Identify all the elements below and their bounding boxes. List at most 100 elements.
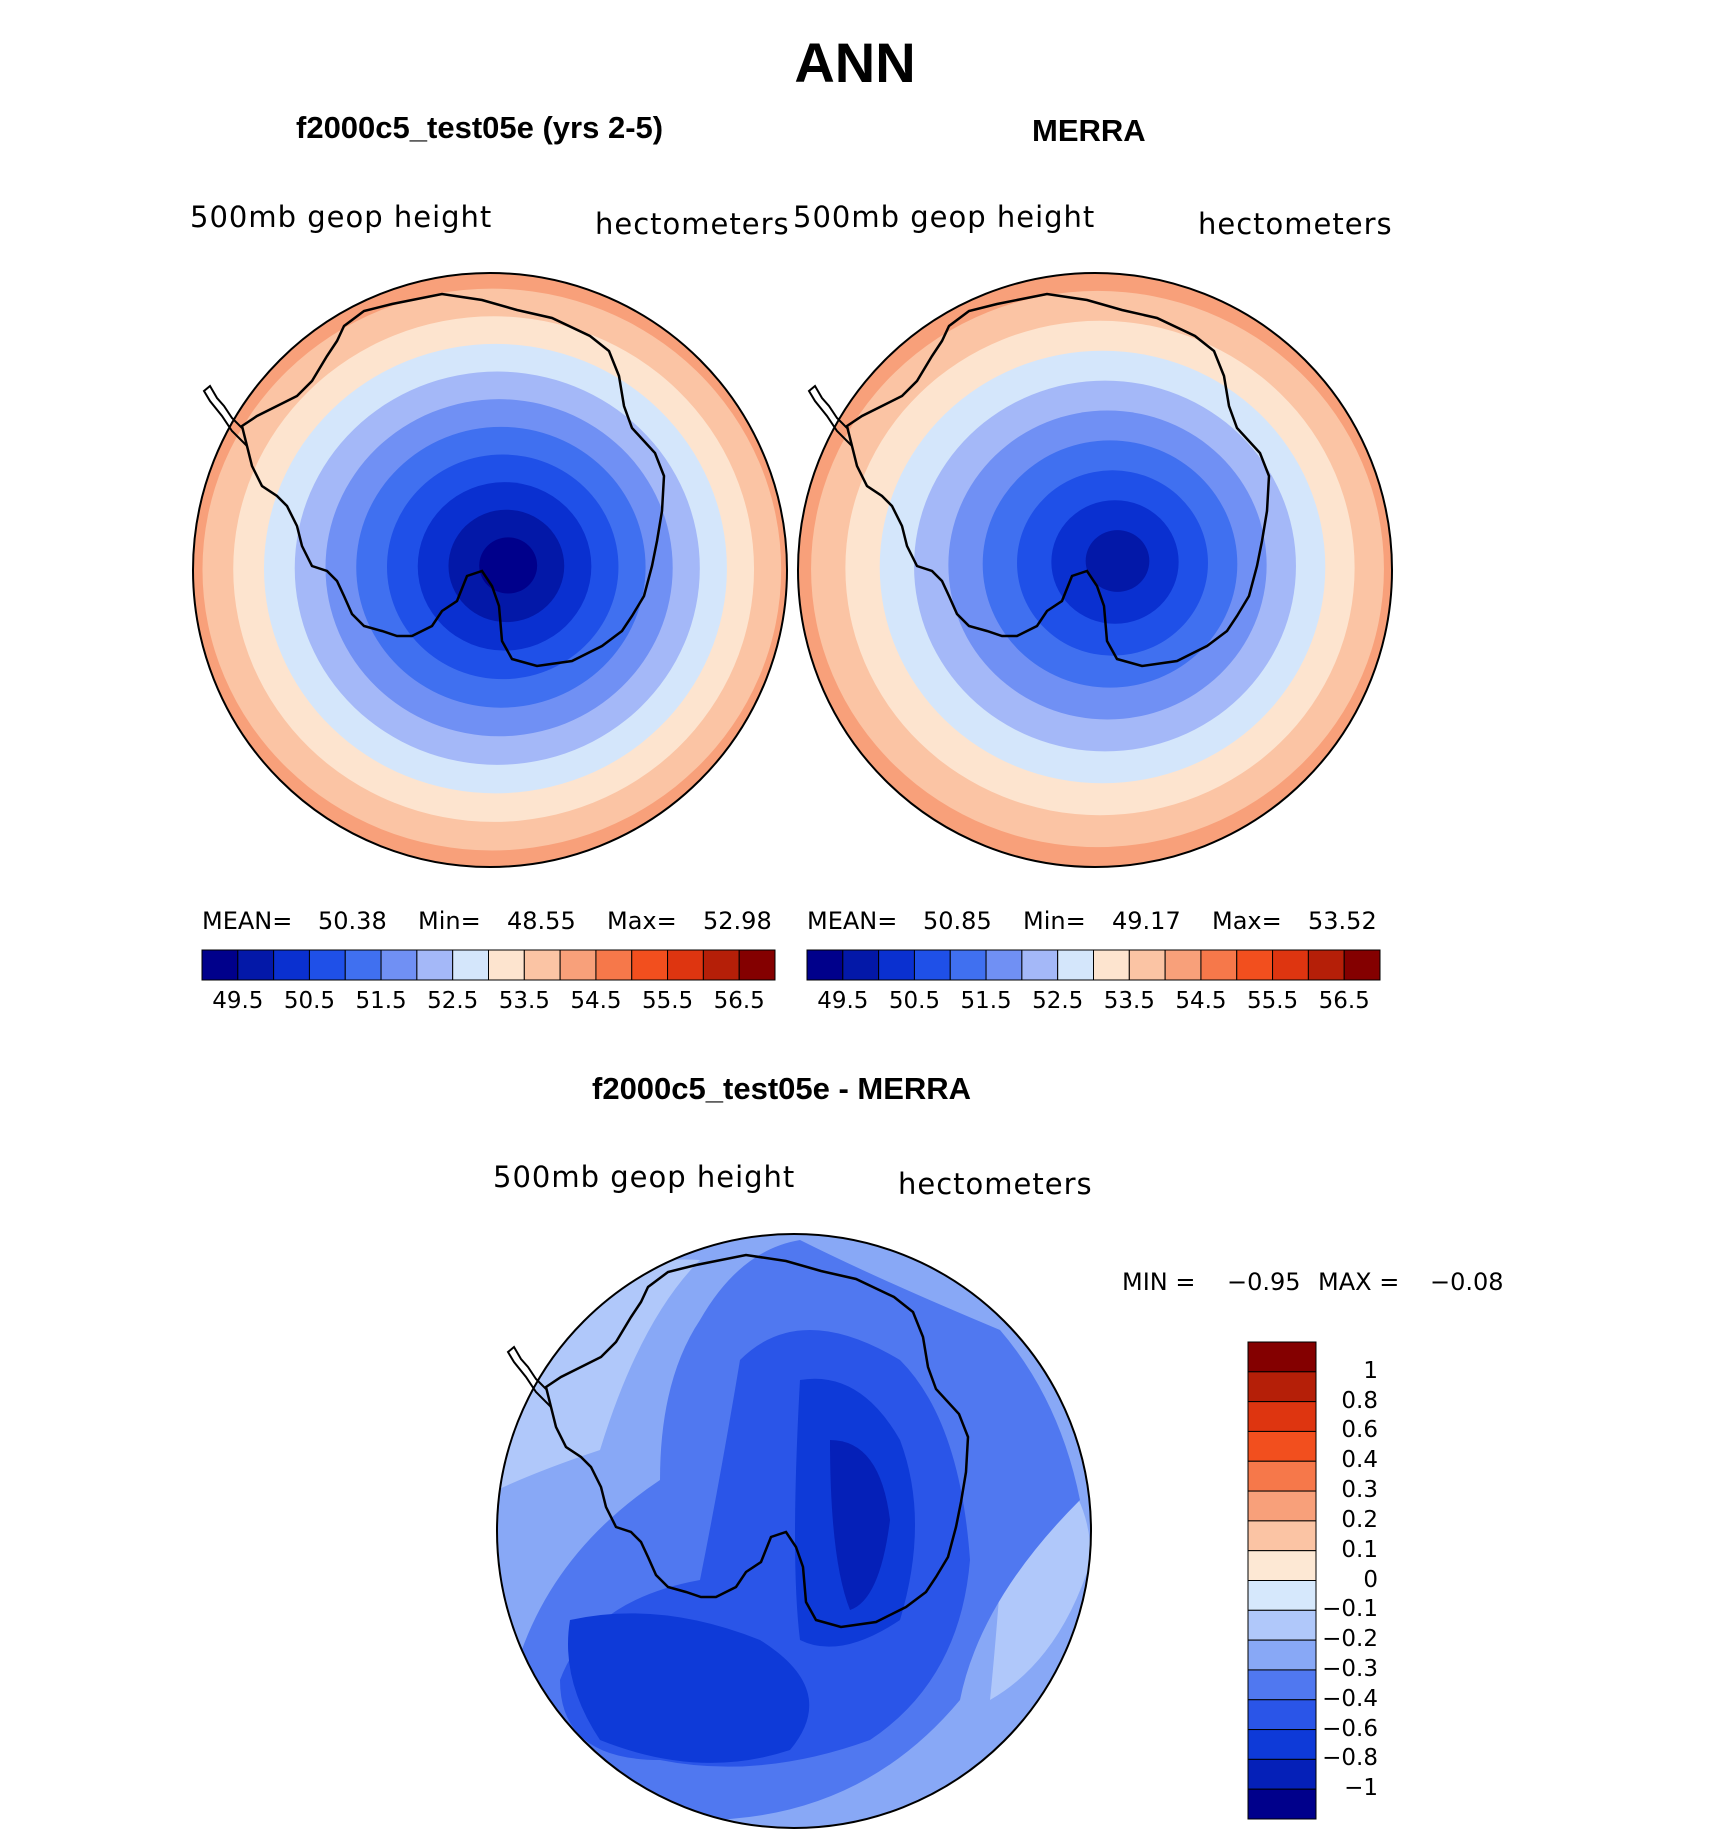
diff-min-label: MIN = (1122, 1268, 1196, 1296)
map-obs (797, 272, 1393, 868)
diff-field (497, 1234, 1091, 1828)
colorbar-swatch (201, 949, 239, 981)
panel-title-model: f2000c5_test05e (yrs 2-5) (296, 110, 664, 145)
colorbar-tick-label: 56.5 (713, 988, 765, 1014)
colorbar-swatch (738, 949, 776, 981)
colorbar-tick-label: 49.5 (212, 988, 264, 1014)
colorbar-swatch (1247, 1401, 1317, 1432)
colorbar-swatch (1247, 1729, 1317, 1760)
colorbar-swatch (416, 949, 454, 981)
colorbar-tick-label: 0.8 (1341, 1387, 1378, 1414)
colorbar-tick-label: 50.5 (283, 988, 336, 1014)
colorbar-tick-label: 54.5 (570, 988, 622, 1014)
diff-min-value: −0.95 (1227, 1268, 1301, 1296)
variable-label-obs: 500mb geop height (793, 200, 1096, 234)
colorbar-tick-label: 0.2 (1341, 1506, 1378, 1533)
colorbar-tick-label: 52.5 (1032, 988, 1084, 1014)
mean-value-model: 50.38 (318, 907, 387, 935)
colorbar-swatch (523, 949, 561, 981)
colorbar-tick-label: 54.5 (1175, 988, 1227, 1014)
units-label-diff: hectometers (898, 1167, 1093, 1201)
colorbar-swatch (631, 949, 669, 981)
colorbar-swatch (1093, 949, 1130, 981)
colorbar-swatch (1247, 1580, 1317, 1611)
max-label-model: Max= (607, 907, 677, 935)
colorbar-swatch (667, 949, 704, 981)
colorbar-swatch (452, 949, 489, 981)
colorbar-swatch (949, 949, 987, 981)
colorbar-tick-label: 0 (1363, 1566, 1378, 1593)
colorbar-tick-label: −0.1 (1322, 1596, 1378, 1623)
colorbar-swatch (1247, 1609, 1317, 1641)
colorbar-swatch (1247, 1371, 1317, 1403)
colorbar-obs (806, 949, 1381, 981)
colorbar-swatch (702, 949, 740, 981)
colorbar-swatch (559, 949, 597, 981)
colorbar-swatch (1164, 949, 1202, 981)
map-border-model (192, 272, 788, 868)
colorbar-tick-label: −0.8 (1322, 1745, 1378, 1772)
colorbar-swatch (488, 949, 525, 981)
max-label-obs: Max= (1212, 907, 1282, 935)
panel-title-obs: MERRA (1032, 113, 1146, 148)
min-value-obs: 49.17 (1112, 907, 1181, 935)
colorbar-swatch (273, 949, 310, 981)
diff-max-value: −0.08 (1430, 1268, 1504, 1296)
min-label-model: Min= (418, 907, 481, 935)
colorbar-tick-label: 56.5 (1318, 988, 1370, 1014)
colorbar-swatch (1247, 1520, 1317, 1552)
colorbar-tick-label: 0.4 (1341, 1447, 1378, 1474)
min-value-model: 48.55 (507, 907, 576, 935)
colorbar-diff (1247, 1341, 1317, 1820)
colorbar-tick-label: 51.5 (960, 988, 1012, 1014)
map-border-diff (496, 1233, 1092, 1829)
colorbar-tick-label: 53.5 (498, 988, 550, 1014)
colorbar-swatch (237, 949, 275, 981)
colorbar-swatch (344, 949, 382, 981)
colorbar-tick-label: 49.5 (817, 988, 869, 1014)
colorbar-swatch (1247, 1669, 1317, 1701)
colorbar-swatch (1247, 1788, 1317, 1820)
colorbar-swatch (1247, 1460, 1317, 1492)
colorbar-swatch (308, 949, 346, 981)
colorbar-swatch (1247, 1758, 1317, 1790)
variable-label-diff: 500mb geop height (493, 1160, 796, 1194)
colorbar-swatch (806, 949, 844, 981)
colorbar-tick-label: 52.5 (427, 988, 479, 1014)
max-value-model: 52.98 (703, 907, 772, 935)
colorbar-tick-label: 0.3 (1341, 1477, 1378, 1504)
min-label-obs: Min= (1023, 907, 1086, 935)
colorbar-swatch (878, 949, 915, 981)
colorbar-swatch (1307, 949, 1345, 981)
colorbar-swatch (1247, 1639, 1317, 1671)
diff-title: f2000c5_test05e - MERRA (592, 1071, 972, 1106)
colorbar-tick-label: 0.6 (1341, 1417, 1378, 1444)
colorbar-swatch (1343, 949, 1381, 981)
colorbar-swatch (1247, 1341, 1317, 1373)
units-label-obs: hectometers (1198, 207, 1393, 241)
colorbar-tick-label: 0.1 (1341, 1536, 1378, 1563)
colorbar-swatch (1021, 949, 1059, 981)
colorbar-swatch (1247, 1490, 1317, 1522)
colorbar-tick-label: 53.5 (1103, 988, 1155, 1014)
colorbar-tick-label: 55.5 (1246, 988, 1299, 1014)
colorbar-tick-label: 51.5 (355, 988, 407, 1014)
mean-label-obs: MEAN= (807, 907, 898, 935)
colorbar-tick-label: 50.5 (888, 988, 941, 1014)
colorbar-swatch (842, 949, 880, 981)
page-title: ANN (794, 31, 916, 94)
colorbar-tick-label: −0.6 (1322, 1715, 1378, 1742)
mean-label-model: MEAN= (202, 907, 293, 935)
contour-band (479, 537, 538, 594)
contour-band (1085, 530, 1150, 592)
colorbar-tick-label: −1 (1344, 1775, 1378, 1802)
colorbar-tick-label: −0.2 (1322, 1626, 1378, 1653)
max-value-obs: 53.52 (1308, 907, 1377, 935)
colorbar-swatch (1057, 949, 1094, 981)
colorbar-swatch (1272, 949, 1309, 981)
colorbar-swatch (1247, 1699, 1317, 1731)
colorbar-swatch (913, 949, 951, 981)
colorbar-swatch (1200, 949, 1238, 981)
mean-value-obs: 50.85 (923, 907, 992, 935)
colorbar-tick-label: −0.4 (1322, 1685, 1378, 1712)
